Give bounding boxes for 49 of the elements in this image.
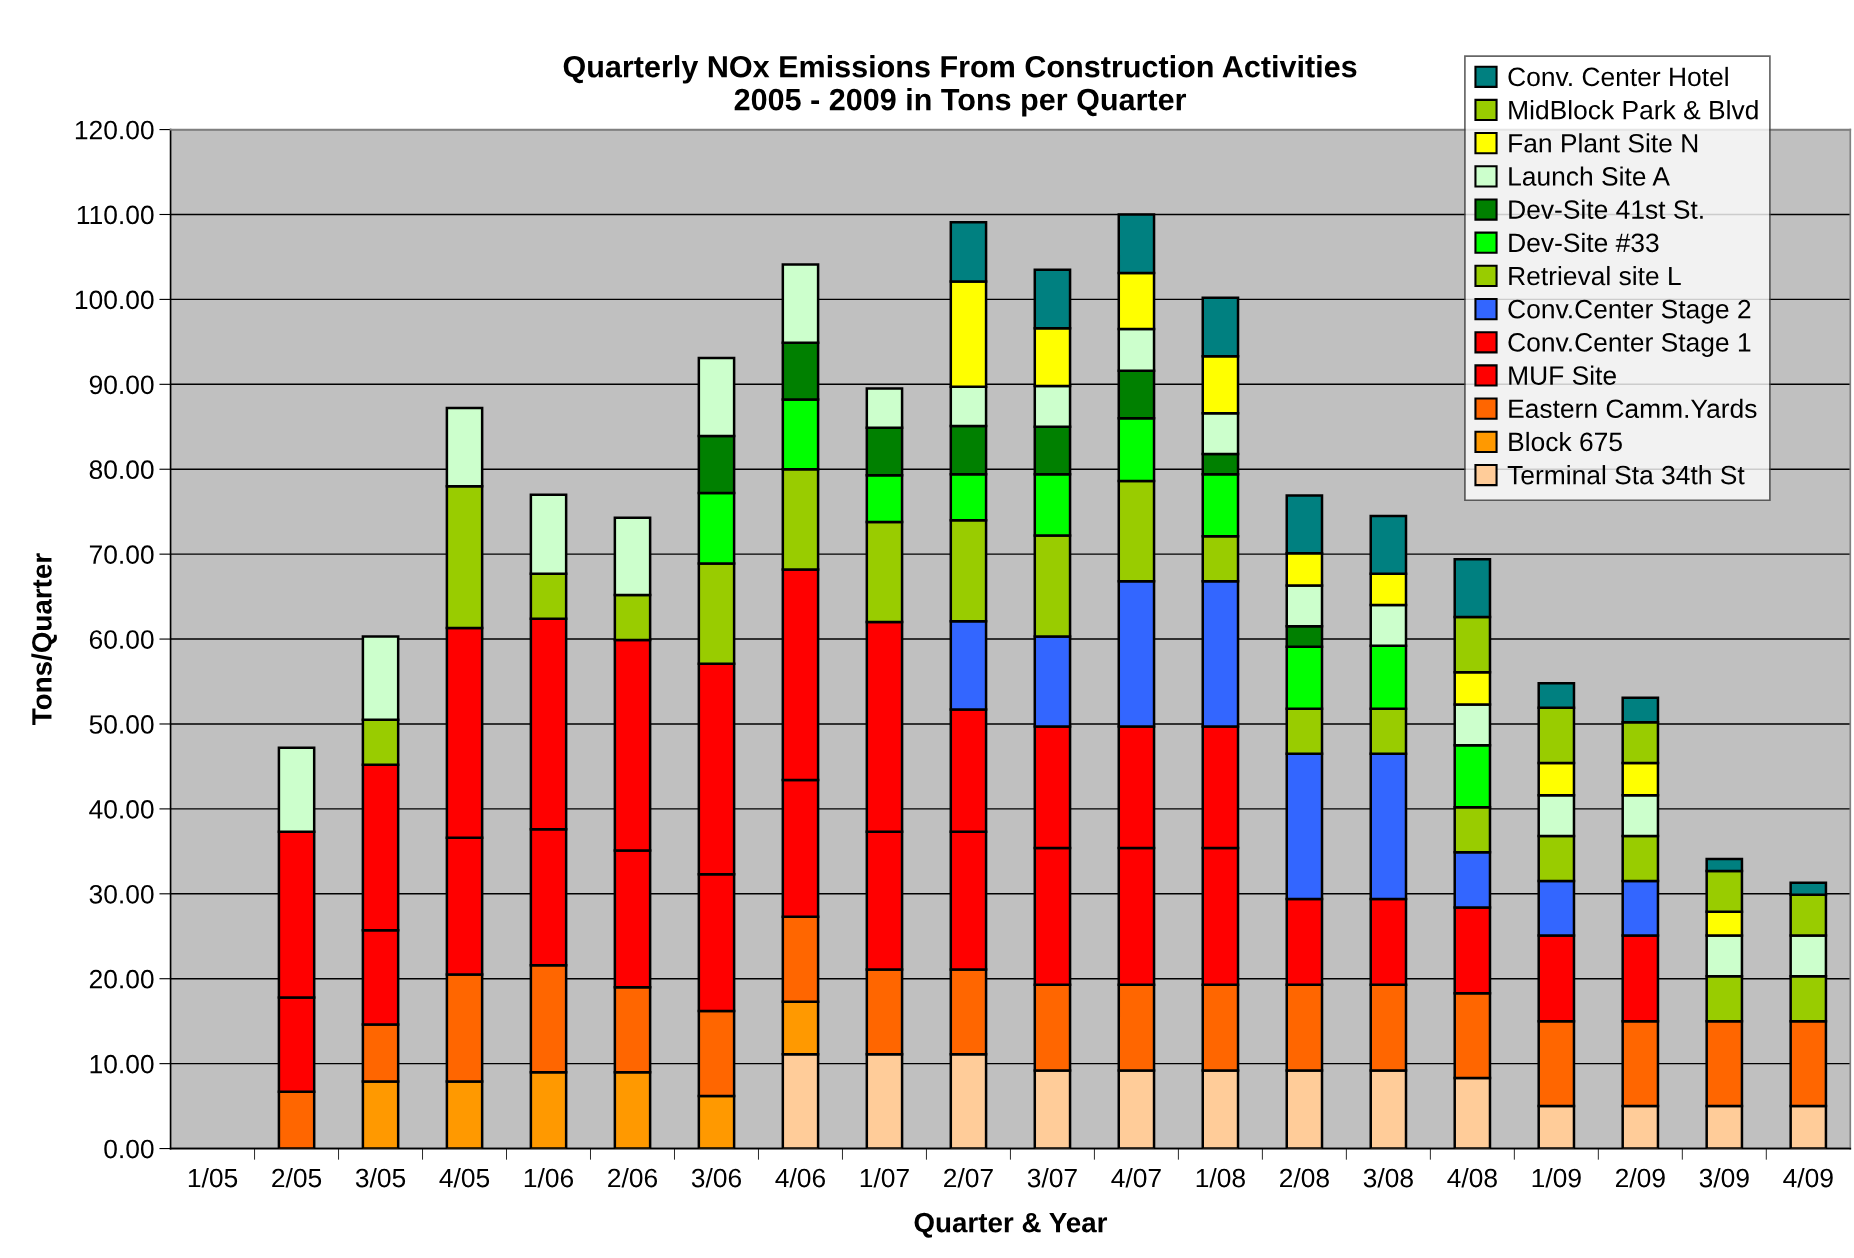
y-axis-title: Tons/Quarter bbox=[31, 553, 57, 725]
x-tick-label: 4/06 bbox=[775, 1168, 825, 1188]
legend-label: Launch Site A bbox=[1509, 166, 1670, 186]
x-tick-label: 1/08 bbox=[1196, 1168, 1245, 1188]
x-tick-label: 3/05 bbox=[355, 1168, 406, 1188]
x-tick-label: 4/09 bbox=[1783, 1168, 1833, 1188]
y-tick-label: 40.00 bbox=[89, 800, 154, 819]
y-tick-label: 30.00 bbox=[89, 884, 154, 904]
x-tick-label: 2/08 bbox=[1280, 1168, 1329, 1188]
x-tick-label: 1/09 bbox=[1532, 1168, 1581, 1188]
legend-label: Conv.Center Stage 2 bbox=[1508, 299, 1751, 324]
y-tick-label: 60.00 bbox=[89, 630, 154, 649]
y-tick-label: 90.00 bbox=[89, 375, 154, 395]
y-tick-label: 110.00 bbox=[77, 205, 154, 225]
x-tick-label: 2/06 bbox=[608, 1168, 658, 1188]
x-tick-label: 4/07 bbox=[1111, 1168, 1161, 1188]
x-tick-label: 3/09 bbox=[1699, 1168, 1749, 1188]
y-tick-label: 100.00 bbox=[75, 290, 154, 310]
y-tick-label: 20.00 bbox=[89, 969, 154, 989]
y-tick-label: 50.00 bbox=[89, 715, 154, 734]
legend-label: Conv. Center Hotel bbox=[1508, 66, 1728, 87]
y-tick-label: 10.00 bbox=[90, 1054, 154, 1074]
y-tick-label: 70.00 bbox=[89, 545, 154, 564]
chart-title: Quarterly NOx Emissions From Construction Activities 2005 - 2009 in Tons per Quarter bbox=[563, 55, 1357, 117]
y-tick-label: 0.00 bbox=[104, 1139, 154, 1159]
x-tick-label: 1/07 bbox=[860, 1168, 909, 1188]
legend-label: MUF Site bbox=[1509, 365, 1616, 385]
x-tick-label: 1/06 bbox=[524, 1168, 574, 1188]
x-tick-label: 2/07 bbox=[944, 1168, 993, 1188]
x-tick-label: 3/06 bbox=[691, 1168, 741, 1188]
legend-label: Dev-Site #33 bbox=[1509, 232, 1659, 253]
x-tick-label: 4/05 bbox=[439, 1168, 490, 1188]
legend-label: Conv.Center Stage 1 bbox=[1508, 333, 1751, 357]
x-tick-label: 2/05 bbox=[272, 1168, 322, 1188]
x-tick-label: 3/08 bbox=[1363, 1168, 1413, 1188]
x-tick-label: 4/08 bbox=[1447, 1168, 1497, 1188]
x-tick-label: 3/07 bbox=[1027, 1168, 1077, 1188]
legend-label: MidBlock Park & Blvd bbox=[1509, 100, 1758, 120]
y-tick-label: 120.00 bbox=[75, 120, 154, 140]
legend-label: Block 675 bbox=[1509, 431, 1622, 452]
legend-label: Terminal Sta 34th St bbox=[1507, 465, 1745, 485]
x-tick-label: 2/09 bbox=[1615, 1168, 1665, 1188]
legend-label: Dev-Site 41st St. bbox=[1509, 199, 1703, 219]
legend-label: Retrieval site L bbox=[1509, 265, 1681, 286]
y-tick-label: 80.00 bbox=[89, 460, 154, 480]
legend-label: Eastern Camm.Yards bbox=[1509, 398, 1757, 419]
x-tick-label: 1/05 bbox=[188, 1168, 238, 1188]
legend-label: Fan Plant Site N bbox=[1509, 133, 1698, 153]
x-axis-title: Quarter & Year bbox=[914, 1212, 1108, 1238]
